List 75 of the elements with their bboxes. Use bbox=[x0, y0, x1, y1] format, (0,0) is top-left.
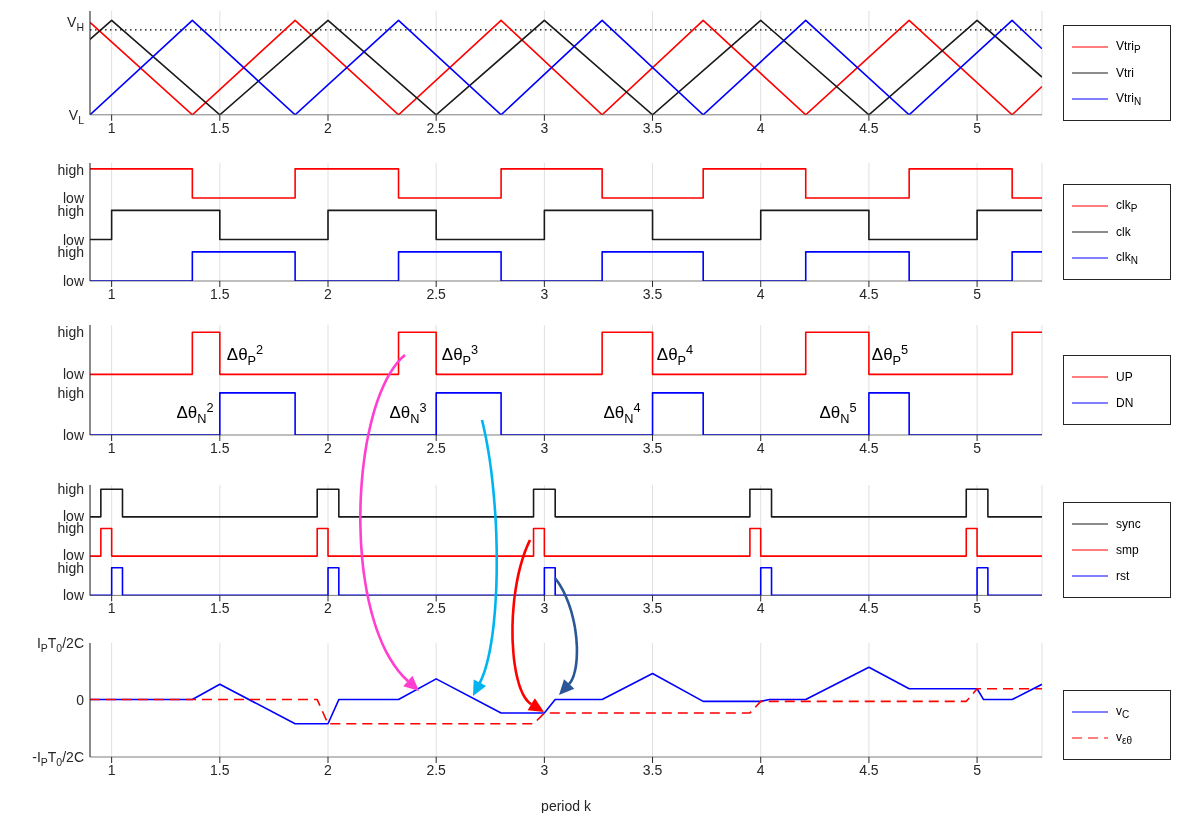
text: V$_{L}$ bbox=[68, 107, 85, 126]
x-tick-label: 2.5 bbox=[426, 599, 447, 616]
text: -I$_{P}$T$_{0}$/2C bbox=[32, 749, 84, 768]
x-tick-label: 4.5 bbox=[859, 761, 879, 778]
legend-label: Vtri bbox=[1116, 65, 1134, 80]
text: low bbox=[62, 507, 85, 524]
x-tick-label: 3.5 bbox=[642, 439, 663, 456]
x-tick-label: 5 bbox=[973, 761, 982, 778]
text: low bbox=[62, 190, 85, 206]
x-tick-label: 2 bbox=[324, 439, 333, 456]
x-tick-label: 1 bbox=[107, 439, 116, 456]
legend-label: rst bbox=[1116, 568, 1130, 583]
legend-label: v$_{C}$ bbox=[1116, 703, 1130, 721]
text: V$_{H}$ bbox=[67, 14, 84, 33]
text: high bbox=[57, 324, 84, 340]
x-tick-label: 5 bbox=[973, 285, 982, 302]
x-tick-label: 3.5 bbox=[642, 761, 663, 778]
legend-label: Vtri$_{P}$ bbox=[1116, 38, 1141, 55]
x-tick-label: 1.5 bbox=[210, 119, 230, 136]
text: low bbox=[62, 273, 85, 289]
text: high bbox=[57, 203, 84, 219]
x-tick-label: 4 bbox=[756, 599, 765, 616]
legend-label: DN bbox=[1116, 396, 1134, 410]
x-tick-label: 4.5 bbox=[859, 119, 879, 136]
x-tick-label: 1.5 bbox=[210, 599, 230, 616]
text: low bbox=[62, 427, 85, 443]
x-tick-label: 2 bbox=[324, 285, 333, 302]
x-tick-label: 4.5 bbox=[859, 439, 879, 456]
x-tick-label: 2.5 bbox=[426, 761, 447, 778]
text: 0 bbox=[76, 692, 85, 708]
x-tick-label: 2 bbox=[324, 119, 333, 136]
x-tick-label: 4 bbox=[756, 761, 765, 778]
x-tick-label: 4 bbox=[756, 285, 765, 302]
x-tick-label: 1 bbox=[107, 761, 116, 778]
x-axis-title: period k bbox=[541, 798, 592, 814]
x-tick-label: 3 bbox=[540, 761, 549, 778]
x-tick-label: 2 bbox=[324, 599, 333, 616]
x-tick-label: 3.5 bbox=[642, 285, 663, 302]
x-tick-label: 5 bbox=[973, 439, 982, 456]
x-tick-label: 2.5 bbox=[426, 285, 447, 302]
x-tick-label: 2.5 bbox=[426, 439, 447, 456]
legend-label: smp bbox=[1116, 542, 1139, 557]
x-tick-label: 4 bbox=[756, 119, 765, 136]
x-tick-label: 1.5 bbox=[210, 761, 230, 778]
legend-label: clk bbox=[1116, 225, 1131, 239]
text: I$_{P}$T$_{0}$/2C bbox=[36, 635, 84, 654]
text: high bbox=[57, 480, 84, 497]
text: high bbox=[57, 385, 84, 401]
text: high bbox=[57, 162, 84, 178]
x-tick-label: 1 bbox=[107, 119, 116, 136]
x-tick-label: 3.5 bbox=[642, 119, 663, 136]
legend-label: sync bbox=[1116, 516, 1141, 531]
x-tick-label: 4.5 bbox=[859, 285, 879, 302]
x-tick-label: 3 bbox=[540, 285, 549, 302]
legend-label: UP bbox=[1116, 370, 1133, 384]
text: low bbox=[62, 586, 85, 603]
x-tick-label: 4.5 bbox=[859, 599, 879, 616]
x-tick-label: 3 bbox=[540, 119, 549, 136]
legend-label: v$_{εθ}$ bbox=[1116, 729, 1133, 747]
x-tick-label: 5 bbox=[973, 119, 982, 136]
x-tick-label: 1.5 bbox=[210, 285, 230, 302]
legend-label: clk$_{N}$ bbox=[1116, 249, 1138, 267]
x-tick-label: 4 bbox=[756, 439, 765, 456]
x-tick-label: 1 bbox=[107, 285, 116, 302]
x-tick-label: 1.5 bbox=[210, 439, 230, 456]
x-tick-label: 5 bbox=[973, 599, 982, 616]
x-tick-label: 3 bbox=[540, 599, 549, 616]
legend-label: clk$_{P}$ bbox=[1116, 197, 1138, 215]
x-tick-label: 3 bbox=[540, 439, 549, 456]
legend-label: Vtri$_{N}$ bbox=[1116, 90, 1142, 107]
text: low bbox=[62, 366, 85, 382]
x-tick-label: 2.5 bbox=[426, 119, 447, 136]
x-tick-label: 1 bbox=[107, 599, 116, 616]
x-tick-label: 3.5 bbox=[642, 599, 663, 616]
x-tick-label: 2 bbox=[324, 761, 333, 778]
